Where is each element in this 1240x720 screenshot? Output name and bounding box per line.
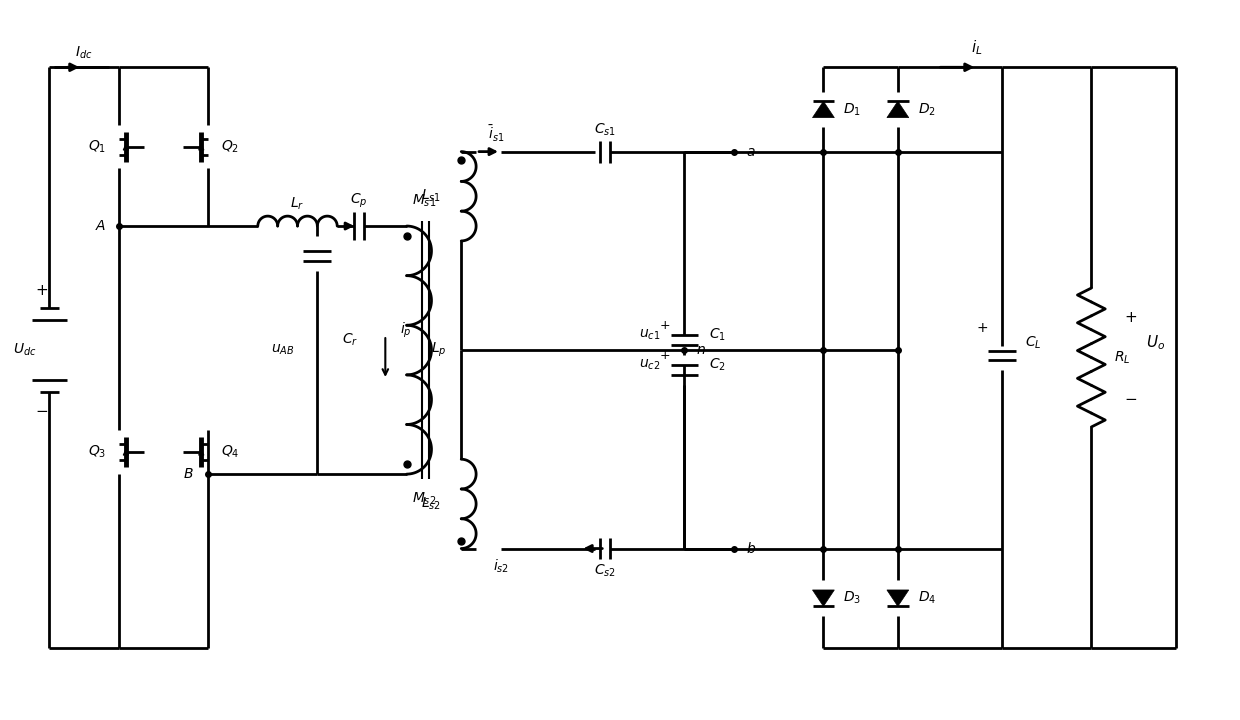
Text: $C_{s2}$: $C_{s2}$ [594, 562, 616, 579]
Text: $D_2$: $D_2$ [918, 102, 936, 117]
Text: $Q_2$: $Q_2$ [221, 138, 239, 155]
Text: $A$: $A$ [95, 219, 107, 233]
Text: $i_{s2}$: $i_{s2}$ [492, 558, 508, 575]
Text: $C_L$: $C_L$ [1024, 334, 1042, 351]
Polygon shape [812, 590, 835, 606]
Text: $L_{s2}$: $L_{s2}$ [422, 495, 441, 512]
Text: +: + [35, 283, 48, 298]
Text: $-$: $-$ [1125, 390, 1137, 405]
Text: $D_3$: $D_3$ [843, 590, 862, 606]
Text: $C_1$: $C_1$ [709, 327, 727, 343]
Text: $B$: $B$ [184, 467, 193, 481]
Text: $Q_4$: $Q_4$ [221, 444, 239, 460]
Text: $C_{s1}$: $C_{s1}$ [594, 122, 616, 138]
Text: $D_1$: $D_1$ [843, 102, 862, 117]
Text: $-$: $-$ [35, 402, 48, 417]
Text: +: + [660, 348, 670, 361]
Polygon shape [887, 102, 909, 117]
Text: $L_p$: $L_p$ [432, 341, 446, 359]
Text: $L_r$: $L_r$ [290, 196, 305, 212]
Text: $C_p$: $C_p$ [351, 192, 368, 210]
Text: $M_{s2}$: $M_{s2}$ [412, 491, 436, 507]
Text: $I_{dc}$: $I_{dc}$ [76, 44, 93, 60]
Text: +: + [976, 320, 988, 335]
Text: $C_2$: $C_2$ [709, 357, 727, 373]
Text: $i_p$: $i_p$ [401, 320, 412, 340]
Text: +: + [660, 319, 670, 332]
Text: $Q_1$: $Q_1$ [88, 138, 107, 155]
Text: $\bar{i}_{s1}$: $\bar{i}_{s1}$ [487, 124, 505, 144]
Polygon shape [887, 590, 909, 606]
Text: $n$: $n$ [697, 343, 707, 357]
Text: $C_r$: $C_r$ [342, 332, 358, 348]
Text: $M_{s1}$: $M_{s1}$ [412, 193, 436, 210]
Text: $Q_3$: $Q_3$ [88, 444, 107, 460]
Text: $D_4$: $D_4$ [918, 590, 936, 606]
Text: +: + [1125, 310, 1137, 325]
Text: $u_{AB}$: $u_{AB}$ [270, 343, 294, 357]
Text: $U_{dc}$: $U_{dc}$ [12, 342, 36, 359]
Text: $a$: $a$ [746, 145, 755, 158]
Text: $R_L$: $R_L$ [1115, 349, 1131, 366]
Text: $L_{s1}$: $L_{s1}$ [422, 188, 441, 204]
Text: $U_o$: $U_o$ [1146, 333, 1166, 352]
Text: $u_{c1}$: $u_{c1}$ [639, 328, 661, 343]
Text: $u_{c2}$: $u_{c2}$ [639, 358, 661, 372]
Text: $b$: $b$ [746, 541, 756, 556]
Text: $i_L$: $i_L$ [971, 38, 983, 57]
Polygon shape [812, 102, 835, 117]
